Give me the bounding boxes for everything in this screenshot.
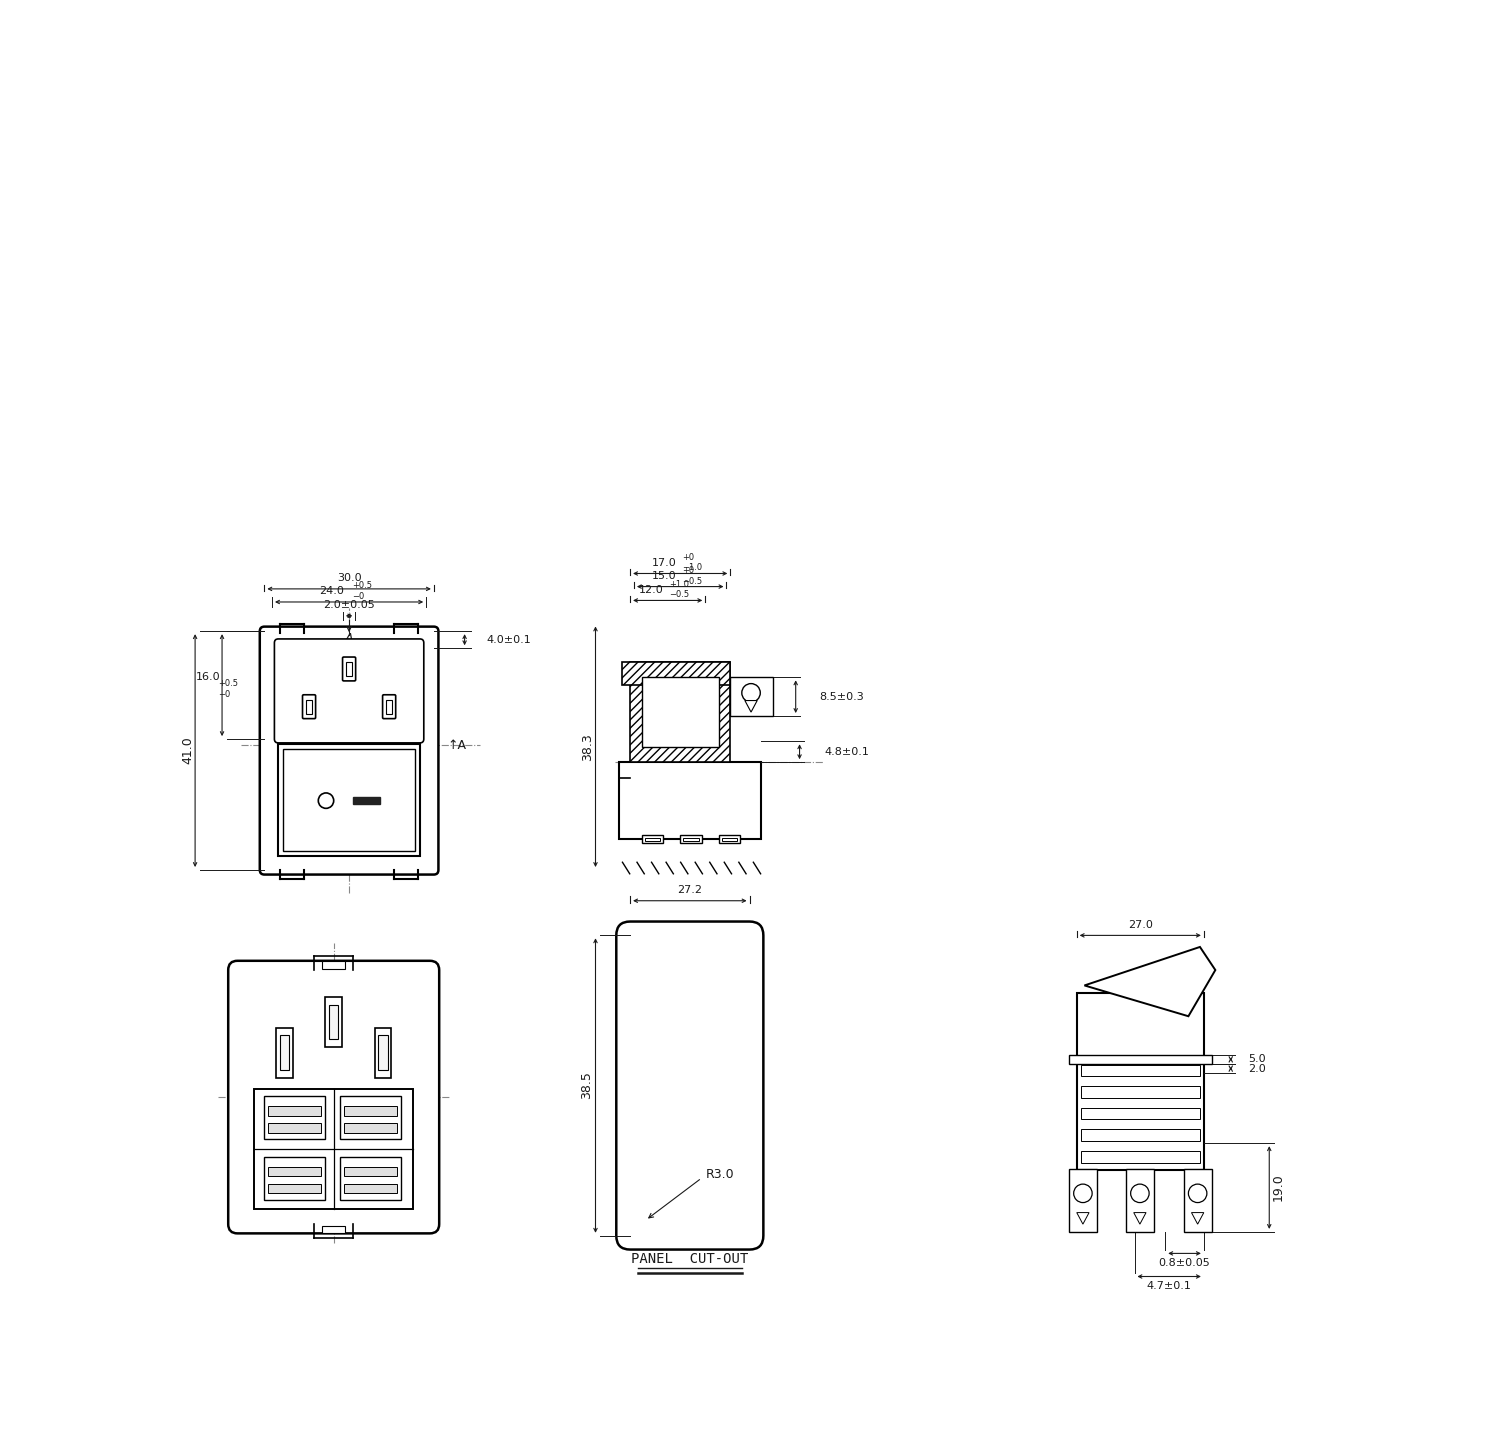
- Polygon shape: [1191, 1212, 1204, 1223]
- Text: 17.0: 17.0: [651, 557, 676, 567]
- Bar: [642, 836, 663, 843]
- Bar: [1080, 1107, 1200, 1120]
- Text: 38.3: 38.3: [582, 732, 594, 761]
- Text: 2.0±0.05: 2.0±0.05: [322, 600, 375, 610]
- Bar: [1070, 1169, 1096, 1232]
- Bar: [280, 1035, 290, 1070]
- Text: +0
−0.5: +0 −0.5: [681, 566, 702, 586]
- Text: 8.5±0.3: 8.5±0.3: [819, 692, 864, 702]
- Text: 30.0: 30.0: [338, 573, 362, 583]
- Bar: [1080, 1130, 1200, 1142]
- Bar: [730, 678, 772, 717]
- Text: 24.0: 24.0: [320, 586, 345, 596]
- Text: 4.7±0.1: 4.7±0.1: [1146, 1281, 1191, 1291]
- Bar: [284, 750, 416, 852]
- FancyBboxPatch shape: [274, 639, 424, 742]
- Bar: [264, 1096, 326, 1139]
- Bar: [345, 1167, 398, 1176]
- Bar: [264, 1157, 326, 1199]
- Text: ↑A: ↑A: [447, 738, 466, 751]
- Text: 27.0: 27.0: [1128, 919, 1152, 929]
- Circle shape: [318, 793, 333, 808]
- Bar: [255, 1090, 413, 1209]
- Bar: [680, 836, 702, 843]
- Bar: [306, 699, 312, 714]
- Text: +1.0
−0.5: +1.0 −0.5: [669, 580, 690, 599]
- Text: PANEL  CUT-OUT: PANEL CUT-OUT: [632, 1252, 748, 1265]
- Bar: [268, 1123, 321, 1133]
- Circle shape: [1131, 1185, 1149, 1202]
- Text: 27.2: 27.2: [678, 885, 702, 895]
- Text: 19.0: 19.0: [1272, 1173, 1286, 1202]
- Circle shape: [1074, 1185, 1092, 1202]
- FancyBboxPatch shape: [303, 695, 315, 718]
- Circle shape: [1188, 1185, 1208, 1202]
- Text: 41.0: 41.0: [182, 737, 194, 764]
- Bar: [345, 1106, 398, 1116]
- Bar: [630, 662, 730, 763]
- Bar: [375, 1028, 392, 1078]
- Bar: [346, 662, 352, 676]
- FancyBboxPatch shape: [616, 922, 764, 1249]
- Bar: [1070, 1054, 1212, 1064]
- Bar: [268, 1167, 321, 1176]
- Polygon shape: [1134, 1212, 1146, 1223]
- Bar: [1184, 1169, 1212, 1232]
- Text: +0.5
−0: +0.5 −0: [217, 679, 238, 699]
- Bar: [1080, 1152, 1200, 1163]
- Text: A: A: [345, 632, 354, 645]
- Text: 2.0: 2.0: [1248, 1064, 1266, 1074]
- FancyBboxPatch shape: [228, 961, 440, 1234]
- Text: 4.0±0.1: 4.0±0.1: [486, 635, 531, 645]
- Bar: [1080, 1064, 1200, 1077]
- Text: +0.5
−0: +0.5 −0: [352, 582, 372, 600]
- FancyBboxPatch shape: [342, 658, 355, 681]
- Text: 15.0: 15.0: [651, 570, 676, 580]
- Text: 4.8±0.1: 4.8±0.1: [824, 747, 868, 757]
- Text: R3.0: R3.0: [705, 1167, 734, 1180]
- Bar: [326, 997, 342, 1047]
- Bar: [328, 1005, 339, 1040]
- Text: +0
−1.0: +0 −1.0: [681, 553, 702, 573]
- FancyBboxPatch shape: [260, 626, 438, 875]
- Bar: [340, 1096, 402, 1139]
- Bar: [684, 837, 699, 840]
- Bar: [345, 1185, 398, 1193]
- Bar: [322, 1226, 345, 1234]
- Bar: [645, 837, 660, 840]
- Bar: [622, 662, 730, 685]
- Bar: [386, 699, 392, 714]
- Bar: [268, 1185, 321, 1193]
- FancyBboxPatch shape: [382, 695, 396, 718]
- Polygon shape: [1077, 1212, 1089, 1223]
- Bar: [322, 961, 345, 968]
- Polygon shape: [1084, 946, 1215, 1017]
- Text: 16.0: 16.0: [196, 672, 220, 682]
- Bar: [276, 1028, 292, 1078]
- Bar: [345, 1123, 398, 1133]
- Bar: [1126, 1169, 1154, 1232]
- Text: 5.0: 5.0: [1248, 1054, 1266, 1064]
- Bar: [718, 836, 741, 843]
- Bar: [268, 1106, 321, 1116]
- Bar: [642, 678, 718, 747]
- Bar: [1077, 994, 1204, 1170]
- Bar: [618, 763, 760, 839]
- Polygon shape: [746, 701, 758, 712]
- Circle shape: [742, 684, 760, 702]
- Bar: [378, 1035, 387, 1070]
- Text: 0.8±0.05: 0.8±0.05: [1158, 1258, 1210, 1268]
- Bar: [279, 744, 420, 856]
- Text: 38.5: 38.5: [580, 1071, 592, 1100]
- Bar: [722, 837, 736, 840]
- Text: 12.0: 12.0: [639, 584, 664, 595]
- Bar: [352, 797, 380, 804]
- Bar: [1080, 1086, 1200, 1099]
- Bar: [340, 1157, 402, 1199]
